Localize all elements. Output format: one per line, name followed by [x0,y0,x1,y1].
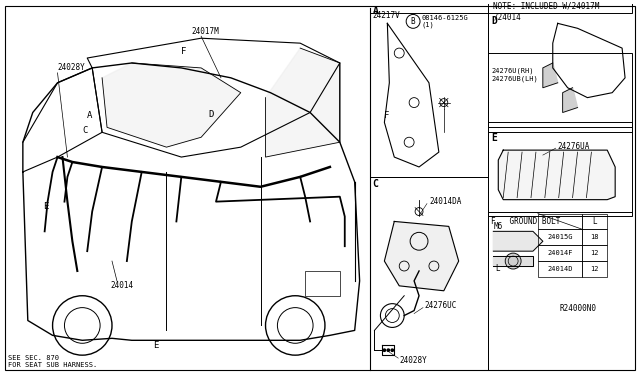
Text: F: F [181,46,187,55]
Text: L: L [495,264,500,273]
Text: 24014F: 24014F [547,250,573,256]
Text: 12: 12 [591,266,599,272]
Text: R24000N0: R24000N0 [559,304,596,313]
Bar [582,230,607,245]
Circle shape [391,349,394,352]
Text: 24015G: 24015G [547,234,573,240]
Text: 12: 12 [591,250,599,256]
Polygon shape [499,150,615,200]
Bar [488,53,632,132]
Text: F   GROUND BOLT: F GROUND BOLT [492,217,561,226]
Bar [582,261,607,277]
Bar [582,245,607,261]
Text: B: B [411,17,415,26]
Bar [369,177,488,370]
Text: A: A [87,111,93,120]
Text: 08146-6125G
(1): 08146-6125G (1) [421,15,468,28]
Text: L: L [593,217,597,226]
Text: C: C [372,179,378,189]
Bar [538,230,582,245]
Bar [488,122,632,217]
Text: 24014DA: 24014DA [429,197,461,206]
Text: M6: M6 [493,222,502,231]
Polygon shape [543,63,557,88]
Text: 24217V: 24217V [372,11,400,20]
Bar [538,261,582,277]
Text: 18: 18 [591,234,599,240]
Text: 24028Y: 24028Y [58,63,85,73]
Text: A: A [372,6,378,16]
Circle shape [440,99,448,106]
Polygon shape [493,256,533,266]
Bar [538,245,582,261]
Text: D: D [208,110,214,119]
Polygon shape [385,221,459,291]
Text: C: C [83,126,88,135]
Text: E: E [492,133,497,143]
Text: NOTE: INCLUDED W/24017M
/24014: NOTE: INCLUDED W/24017M /24014 [493,2,600,21]
Text: E: E [43,202,48,211]
Text: 24276UA: 24276UA [557,142,590,151]
Polygon shape [563,88,577,112]
Text: 24276U(RH)
24276UB(LH): 24276U(RH) 24276UB(LH) [492,68,538,82]
Text: 24276UC: 24276UC [424,301,456,310]
Text: 24014: 24014 [110,281,133,290]
Text: D: D [492,16,497,26]
Text: SEE SEC. 870
FOR SEAT SUB HARNESS.: SEE SEC. 870 FOR SEAT SUB HARNESS. [8,355,97,368]
Circle shape [383,349,385,352]
Text: E: E [154,341,159,350]
Text: F: F [385,111,390,120]
Bar [488,0,632,13]
Bar [369,13,488,177]
Polygon shape [266,48,340,157]
Polygon shape [102,63,241,147]
Text: 24017M: 24017M [191,27,219,36]
Text: 24028Y: 24028Y [399,356,427,365]
Bar [538,214,582,230]
Text: 24014D: 24014D [547,266,573,272]
Circle shape [387,349,390,352]
Circle shape [505,253,521,269]
Polygon shape [493,231,543,251]
Bar [305,271,340,296]
Bar [582,214,607,230]
